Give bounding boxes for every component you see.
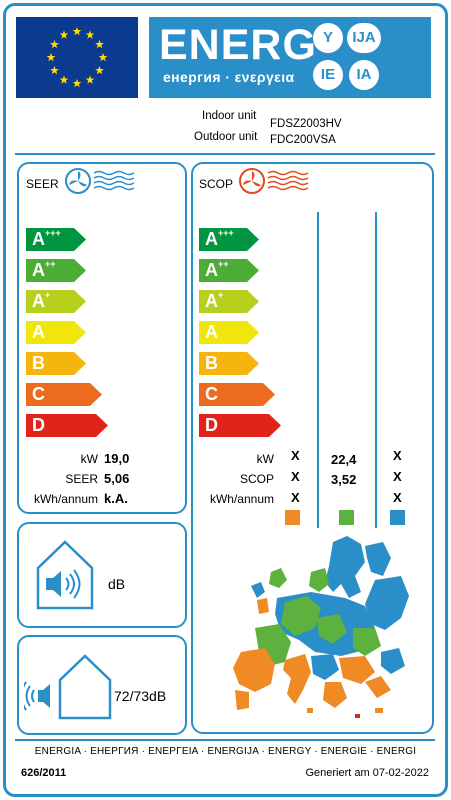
eu-star-icon [50,65,59,75]
cooling-class-label: A [32,322,45,342]
zone-warm-scop: X [291,469,300,484]
footer-divider [15,739,435,741]
fan-heating-icon [239,168,309,194]
zone-cold-swatch [390,510,405,525]
heating-class-label: C [205,384,218,404]
cooling-title: SEER [26,177,59,191]
cooling-panel [17,162,187,514]
outdoor-unit-value: FDC200VSA [270,134,336,146]
energy-word: ENERG [159,21,317,69]
cooling-class-label: D [32,415,45,435]
heating-class-arrow: A+ [199,290,259,313]
heating-class-label: A [205,322,218,342]
lang-bubble-3: IE [313,60,343,90]
cooling-class-label: C [32,384,45,404]
energy-subtitle: енергия · ενεργεια [163,69,295,85]
indoor-noise-value: dB [108,576,126,592]
cooling-class-arrow: C [26,383,102,406]
eu-flag-icon [16,17,138,98]
eu-star-icon [46,52,56,62]
zone-divider-2 [375,212,377,528]
eu-star-icon [98,52,108,62]
eu-star-icon [59,30,69,39]
outdoor-noise-value: 72/73dB [114,688,167,704]
heating-class-label: A++ [205,259,229,280]
eu-star-icon [95,65,104,75]
eu-star-icon [85,30,95,39]
cooling-seer-label: SEER [65,472,98,486]
heating-class-arrow: D [199,414,281,437]
cooling-kw-value: 19,0 [104,451,130,466]
eu-star-icon [85,75,95,84]
zone-warm-swatch [285,510,300,525]
cooling-class-arrow: B [26,352,86,375]
lang-bubble-2: IJA [347,23,381,53]
energy-banner: ENERG енергия · ενεργεια Y IJA IE IA [149,17,431,98]
indoor-unit-value: FDSZ2003HV [270,118,342,130]
eu-star-icon [95,39,104,49]
heating-class-arrow: C [199,383,275,406]
cooling-class-arrow: A++ [26,259,86,282]
zone-cold-kwh: X [393,490,402,505]
generated-date: Generiert am 07-02-2022 [305,767,429,779]
header-divider [15,153,435,155]
cooling-kwh-value: k.A. [104,491,128,506]
cooling-class-arrow: A+ [26,290,86,313]
cooling-class-label: A++ [32,259,56,280]
heating-class-label: A+++ [205,228,234,249]
label-frame [3,3,448,797]
heating-class-arrow: B [199,352,259,375]
zone-average-kw: 22,4 [331,452,357,467]
europe-climate-map [233,536,409,718]
outdoor-unit-label: Outdoor unit [194,131,258,143]
lang-bubble-4: IA [349,60,379,90]
heating-kwh-label: kWh/annum [209,492,274,506]
cooling-class-label: A+++ [32,228,61,249]
eu-star-icon [59,75,69,84]
heating-class-label: B [205,353,218,373]
indoor-speaker-icon [36,540,94,610]
zone-average-scop: 3,52 [331,472,357,487]
eu-star-icon [72,78,82,88]
cooling-class-arrow: D [26,414,108,437]
cooling-class-label: A+ [32,290,51,311]
cooling-class-label: B [32,353,45,373]
zone-warm-kw: X [291,448,300,463]
fan-cooling-icon [65,168,135,194]
regulation-number: 626/2011 [21,767,67,779]
eu-star-icon [72,26,82,36]
indoor-noise-panel [17,522,187,628]
outdoor-speaker-icon [24,654,112,720]
zone-cold-kw: X [393,448,402,463]
heating-panel [191,162,434,734]
eu-star-icon [50,39,59,49]
heating-class-arrow: A [199,321,259,344]
cooling-kw-label: kW [80,452,98,466]
zone-cold-scop: X [393,469,402,484]
lang-bubble-1: Y [313,23,343,53]
zone-average-swatch [339,510,354,525]
cooling-class-arrow: A [26,321,86,344]
cooling-kwh-label: kWh/annum [33,492,98,506]
footer-languages: ENERGIA · ЕНЕРГИЯ · ΕΝΕΡΓΕΙΑ · ENERGIJA … [34,746,417,757]
cooling-class-arrow: A+++ [26,228,86,251]
heating-class-label: A+ [205,290,224,311]
indoor-unit-label: Indoor unit [202,110,257,122]
outdoor-noise-panel [17,635,187,735]
zone-divider-1 [317,212,319,528]
heating-class-arrow: A++ [199,259,259,282]
heating-title: SCOP [199,177,234,191]
heating-scop-label: SCOP [239,472,274,486]
heating-class-label: D [205,415,218,435]
cooling-seer-value: 5,06 [104,471,130,486]
heating-kw-label: kW [256,452,274,466]
heating-class-arrow: A+++ [199,228,259,251]
zone-warm-kwh: X [291,490,300,505]
